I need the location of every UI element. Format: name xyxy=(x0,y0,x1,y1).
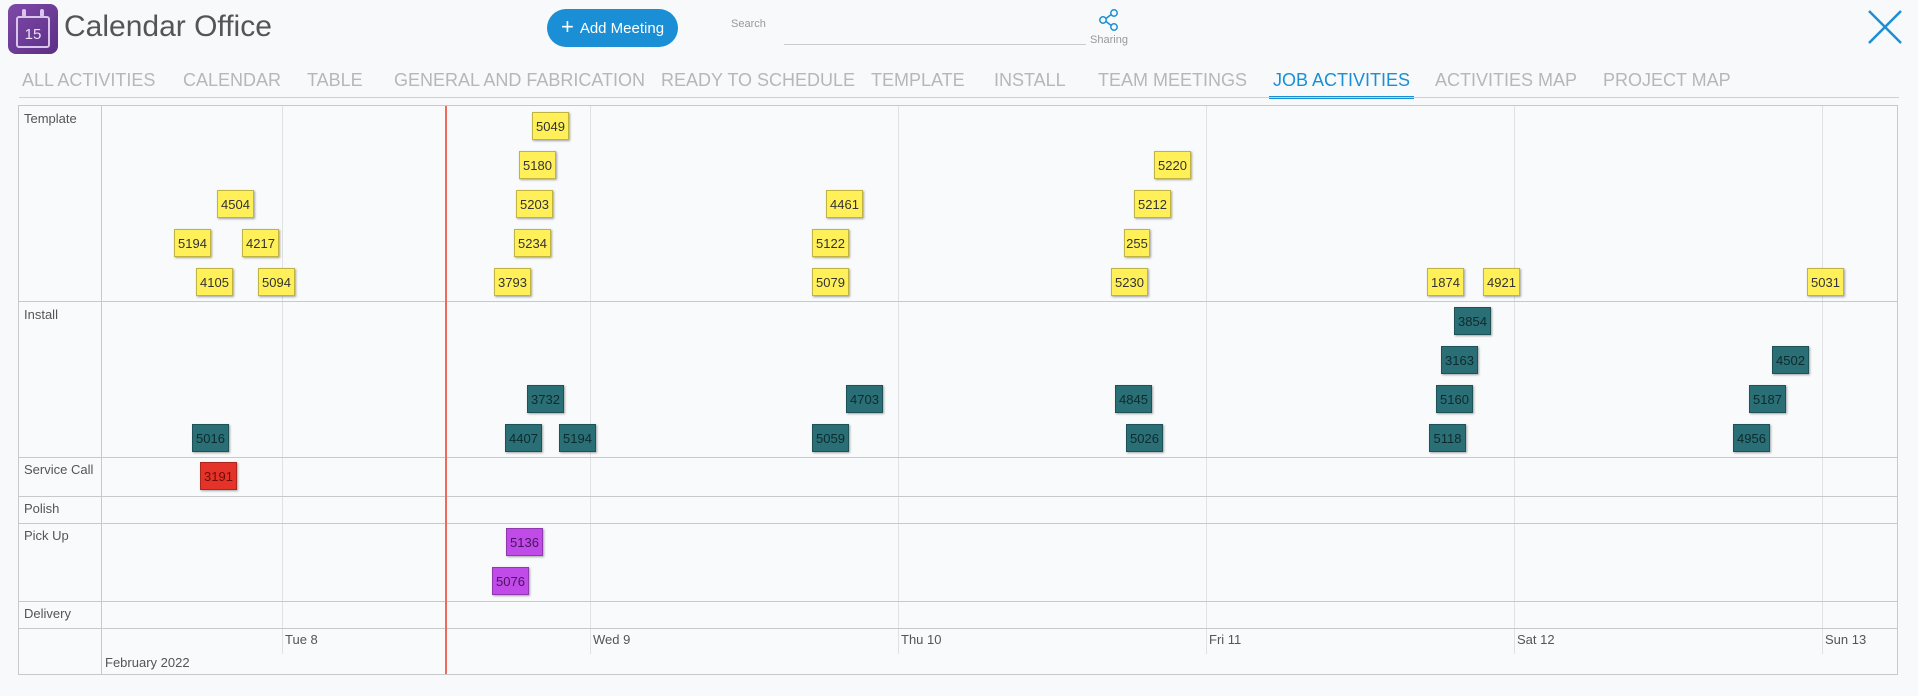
activity-chip-install[interactable]: 5026 xyxy=(1126,424,1163,452)
day-divider xyxy=(1206,106,1207,654)
close-button[interactable] xyxy=(1866,8,1904,46)
activity-chip-template[interactable]: 5230 xyxy=(1111,268,1148,296)
tab-table[interactable]: TABLE xyxy=(307,70,363,90)
activity-chip-template[interactable]: 5049 xyxy=(532,112,569,140)
activity-chip-template[interactable]: 4921 xyxy=(1483,268,1520,296)
row-label-install: Install xyxy=(24,307,58,322)
day-divider xyxy=(898,106,899,654)
calendar-icon-ring xyxy=(40,9,44,17)
day-label: Fri 11 xyxy=(1209,632,1242,647)
activity-chip-template[interactable]: 4105 xyxy=(196,268,233,296)
share-icon xyxy=(1099,9,1118,31)
activity-chip-template[interactable]: 4217 xyxy=(242,229,279,257)
row-label-divider xyxy=(101,106,102,674)
activity-chip-template[interactable]: 5203 xyxy=(516,190,553,218)
day-label: Tue 8 xyxy=(285,632,318,647)
activity-chip-service-call[interactable]: 3191 xyxy=(200,462,237,490)
calendar-icon-body xyxy=(16,16,50,48)
activity-chip-template[interactable]: 4461 xyxy=(826,190,863,218)
activity-chip-install[interactable]: 5118 xyxy=(1429,424,1466,452)
tab-install[interactable]: INSTALL xyxy=(994,70,1066,90)
tab-all-activities[interactable]: ALL ACTIVITIES xyxy=(22,70,156,90)
search-input[interactable] xyxy=(784,22,1086,45)
calendar-icon-ring xyxy=(22,9,26,17)
tab-project-map[interactable]: PROJECT MAP xyxy=(1603,70,1731,90)
activity-chip-install[interactable]: 5016 xyxy=(192,424,229,452)
row-label-service-call: Service Call xyxy=(24,462,94,477)
day-divider xyxy=(1822,106,1823,654)
row-separator xyxy=(19,523,1897,524)
sharing-label: Sharing xyxy=(1090,34,1128,46)
row-separator xyxy=(19,301,1897,302)
month-label: February 2022 xyxy=(105,655,190,670)
plus-icon: + xyxy=(560,14,574,39)
close-icon xyxy=(1868,10,1902,44)
activity-chip-template[interactable]: 5220 xyxy=(1154,151,1191,179)
activity-chip-install[interactable]: 4703 xyxy=(846,385,883,413)
activity-chip-pick-up[interactable]: 5136 xyxy=(506,528,543,556)
calendar-icon-day: 15 xyxy=(24,26,42,43)
day-label: Thu 10 xyxy=(901,632,942,647)
row-separator xyxy=(19,601,1897,602)
tab-calendar[interactable]: CALENDAR xyxy=(183,70,282,90)
activity-chip-template[interactable]: 3793 xyxy=(494,268,531,296)
activity-chip-install[interactable]: 4845 xyxy=(1115,385,1152,413)
activity-chip-template[interactable]: 1874 xyxy=(1427,268,1464,296)
activity-chip-install[interactable]: 4407 xyxy=(505,424,542,452)
tab-divider xyxy=(19,97,1899,98)
tab-general-and-fabrication[interactable]: GENERAL AND FABRICATION xyxy=(394,70,646,90)
row-label-delivery: Delivery xyxy=(24,606,71,621)
activity-chip-install[interactable]: 3163 xyxy=(1441,346,1478,374)
sharing-button[interactable]: Sharing xyxy=(1084,8,1134,46)
tab-team-meetings[interactable]: TEAM MEETINGS xyxy=(1098,70,1248,90)
row-label-pick-up: Pick Up xyxy=(24,528,69,543)
activity-chip-install[interactable]: 5160 xyxy=(1436,385,1473,413)
app-title: Calendar Office xyxy=(64,10,272,43)
search-label: Search xyxy=(731,18,766,30)
row-separator xyxy=(19,457,1897,458)
activity-chip-install[interactable]: 5187 xyxy=(1749,385,1786,413)
tab-activities-map[interactable]: ACTIVITIES MAP xyxy=(1435,70,1578,90)
activity-chip-template[interactable]: 5094 xyxy=(258,268,295,296)
day-label: Wed 9 xyxy=(593,632,631,647)
activity-chip-template[interactable]: 5194 xyxy=(174,229,211,257)
tab-job-activities[interactable]: JOB ACTIVITIES xyxy=(1269,70,1415,99)
row-label-polish: Polish xyxy=(24,501,60,516)
activity-chip-template[interactable]: 255 xyxy=(1124,229,1150,257)
activity-chip-install[interactable]: 4502 xyxy=(1772,346,1809,374)
day-label: Sun 13 xyxy=(1825,632,1867,647)
day-label: Sat 12 xyxy=(1517,632,1555,647)
activity-chip-template[interactable]: 5122 xyxy=(812,229,849,257)
day-divider xyxy=(1514,106,1515,654)
timeline-grid: Template Install Service Call Polish Pic… xyxy=(18,105,1898,675)
activity-chip-template[interactable]: 4504 xyxy=(217,190,254,218)
activity-chip-template[interactable]: 5180 xyxy=(519,151,556,179)
activity-chip-template[interactable]: 5212 xyxy=(1134,190,1171,218)
day-divider xyxy=(590,106,591,654)
row-separator xyxy=(19,628,1897,629)
add-meeting-button[interactable]: + Add Meeting xyxy=(547,9,678,47)
activity-chip-pick-up[interactable]: 5076 xyxy=(492,567,529,595)
add-meeting-label: Add Meeting xyxy=(579,19,665,37)
activity-chip-install[interactable]: 4956 xyxy=(1733,424,1770,452)
tab-ready-to-schedule[interactable]: READY TO SCHEDULE xyxy=(661,70,856,90)
app-calendar-icon: 15 xyxy=(8,4,58,54)
activity-chip-install[interactable]: 5059 xyxy=(812,424,849,452)
activity-chip-install[interactable]: 5194 xyxy=(559,424,596,452)
current-time-indicator xyxy=(445,106,447,674)
tab-template[interactable]: TEMPLATE xyxy=(871,70,965,90)
activity-chip-install[interactable]: 3854 xyxy=(1454,307,1491,335)
row-separator xyxy=(19,496,1897,497)
row-label-template: Template xyxy=(24,111,77,126)
activity-chip-template[interactable]: 5079 xyxy=(812,268,849,296)
activity-chip-template[interactable]: 5234 xyxy=(514,229,551,257)
activity-chip-install[interactable]: 3732 xyxy=(527,385,564,413)
activity-chip-template[interactable]: 5031 xyxy=(1807,268,1844,296)
day-divider xyxy=(282,106,283,654)
